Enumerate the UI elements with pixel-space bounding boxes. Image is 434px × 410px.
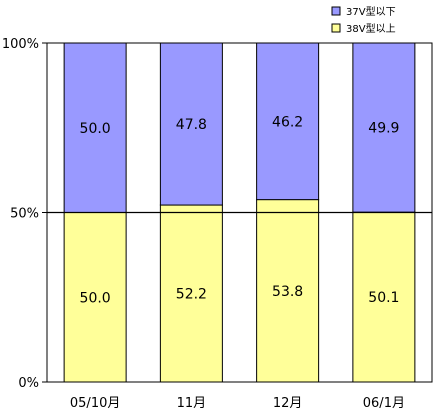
- bar-segment: [256, 199, 320, 383]
- bar-segment: [159, 204, 223, 383]
- data-label: 50.0: [80, 290, 111, 306]
- y-tick-label: 0%: [18, 376, 39, 391]
- bar-segment: [63, 212, 127, 383]
- plot-area: 50.0 50.0 05/10月 52.2 47.8 11月 53.8 46.2 12月 50.1…: [2, 37, 433, 410]
- legend-swatch: [331, 23, 341, 33]
- legend-swatch: [331, 6, 341, 16]
- legend-entry: 37V型以下: [346, 5, 396, 18]
- data-label: 52.2: [176, 287, 207, 303]
- legend: 37V型以下 38V型以上: [331, 5, 396, 35]
- data-label: 46.2: [272, 114, 303, 130]
- data-label: 49.9: [368, 121, 399, 137]
- bar-segment: [63, 42, 127, 213]
- x-tick-label: 06/1月: [363, 396, 405, 410]
- data-label: 47.8: [176, 117, 207, 133]
- y-tick-label: 50%: [10, 207, 39, 222]
- bar-segment: [352, 211, 416, 383]
- data-label: 50.0: [80, 121, 111, 137]
- legend-entry: 38V型以上: [346, 22, 396, 35]
- bar-segment: [256, 42, 320, 201]
- y-tick-label: 100%: [2, 37, 39, 52]
- data-label: 50.1: [368, 290, 399, 306]
- bar-segment: [159, 42, 223, 206]
- x-tick-label: 05/10月: [70, 396, 120, 410]
- data-label: 53.8: [272, 284, 303, 300]
- x-tick-label: 11月: [177, 396, 207, 410]
- x-tick-label: 12月: [273, 396, 303, 410]
